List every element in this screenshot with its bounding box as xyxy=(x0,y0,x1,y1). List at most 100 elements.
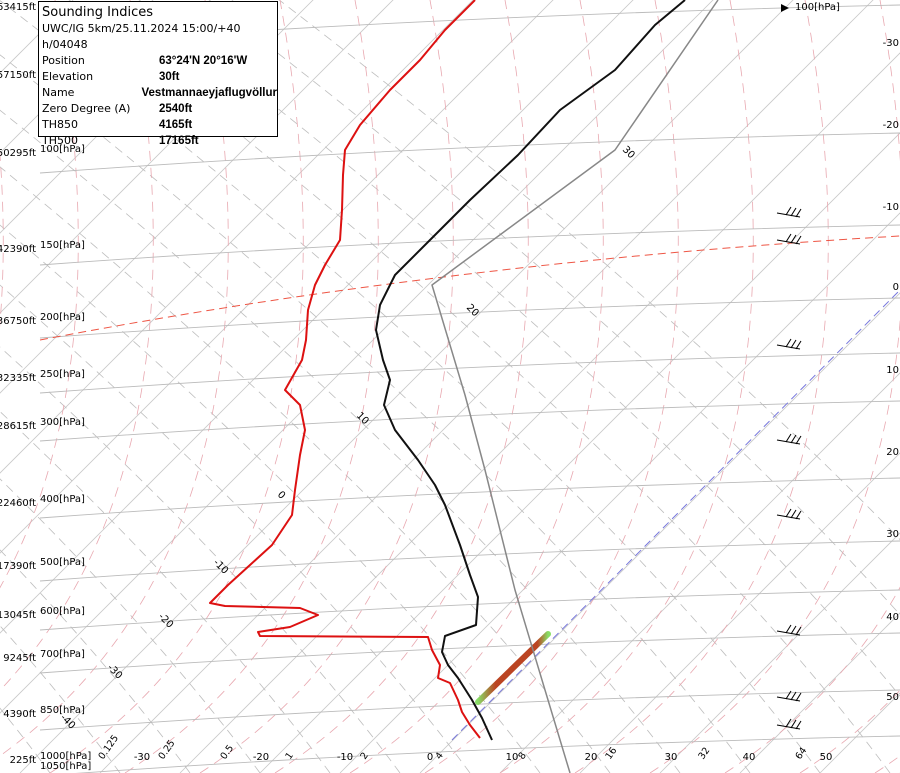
info-row-th500: TH500 17165ft xyxy=(42,133,277,149)
isobar-line xyxy=(39,132,900,174)
wind-barb-feather xyxy=(795,692,802,702)
right-temperature-tick: -10 xyxy=(883,202,899,213)
height-label: 32335ft xyxy=(0,373,36,384)
height-label: 50295ft xyxy=(0,148,36,159)
isotherm-line xyxy=(0,0,554,554)
mixing-ratio-tick: 2 xyxy=(358,750,370,761)
pressure-label: 250[hPa] xyxy=(40,369,85,380)
moist-adiabat xyxy=(274,0,529,773)
isotherm-line xyxy=(659,532,900,773)
temperature-tick: 30 xyxy=(665,752,678,763)
wind-barb-feather xyxy=(795,340,802,350)
parcel-line xyxy=(431,0,719,773)
moist-adiabat xyxy=(874,755,900,773)
moist-adiabat xyxy=(574,0,829,773)
isobar-line xyxy=(39,400,900,442)
info-row-th850: TH850 4165ft xyxy=(42,117,277,133)
dewpoint_profile-line xyxy=(375,0,686,741)
isotherm-line xyxy=(19,0,794,773)
pressure-label: 1050[hPa] xyxy=(40,761,91,772)
moist-adiabat xyxy=(424,0,679,773)
info-label: Position xyxy=(42,54,85,67)
wind-barb-feather xyxy=(785,433,792,443)
mixing-ratio-tick: 32 xyxy=(696,746,712,762)
isotherm-label: -20 xyxy=(156,611,175,630)
temperature-tick: -10 xyxy=(337,752,353,763)
height-label: 57150ft xyxy=(0,70,36,81)
mixing-ratio-tick: 64 xyxy=(793,746,809,762)
zero-isotherm-line xyxy=(39,235,900,341)
info-value: 2540ft xyxy=(159,103,193,115)
temperature-tick: 0 xyxy=(427,752,433,763)
isotherm-line xyxy=(499,372,900,773)
isotherm-line xyxy=(739,612,900,773)
pressure-label: 300[hPa] xyxy=(40,417,85,428)
wind-barb-feather xyxy=(795,435,802,445)
dry-adiabat xyxy=(0,625,121,773)
isobar-lines xyxy=(39,4,900,773)
info-value: Vestmannaeyjaflugvöllur xyxy=(141,87,278,99)
height-label: 17390ft xyxy=(0,561,36,572)
wind-barb-feather xyxy=(785,718,792,728)
right-temperature-tick: 0 xyxy=(893,282,899,293)
height-label: 225ft xyxy=(10,755,36,766)
isotherm-line xyxy=(819,692,900,773)
info-label: Elevation xyxy=(42,70,94,83)
isobar-line xyxy=(39,589,900,631)
mixing-ratio-tick: 1 xyxy=(283,750,295,761)
right-temperature-tick: 50 xyxy=(886,692,899,703)
wind-barb xyxy=(776,624,802,636)
wind-barb-feather xyxy=(785,206,792,216)
wind-flag-icon xyxy=(781,4,789,12)
info-label: Name xyxy=(42,86,75,99)
pressure-label: 700[hPa] xyxy=(40,649,85,660)
isotherm-line xyxy=(259,132,900,773)
pressure-label: 1000[hPa] xyxy=(40,751,91,762)
dry-adiabat xyxy=(138,0,900,697)
info-label: TH500 xyxy=(42,134,78,147)
wind-barb-feather xyxy=(785,508,792,518)
wind-barb-feather xyxy=(795,235,802,245)
right-temperature-tick: 40 xyxy=(886,612,899,623)
wind-barb-feather xyxy=(795,720,802,730)
isotherm-label: -10 xyxy=(211,557,230,576)
mixing-ratio-tick: 8 xyxy=(516,750,528,761)
wind-barb xyxy=(776,233,802,245)
temperature-tick: -20 xyxy=(253,752,269,763)
lifted-band-segment xyxy=(475,631,551,705)
info-row-elevation: Elevation 30ft xyxy=(42,69,277,85)
pressure-label: 500[hPa] xyxy=(40,557,85,568)
temperature-line xyxy=(209,0,481,739)
mixing-ratio-tick: 4 xyxy=(433,750,445,761)
info-title: Sounding Indices xyxy=(42,5,154,20)
info-label: TH850 xyxy=(42,118,78,131)
right-temperature-tick: 20 xyxy=(886,447,899,458)
wind-barb-feather xyxy=(795,626,802,636)
isotherm-line xyxy=(0,0,314,314)
wind-barb xyxy=(776,206,802,218)
info-value: 63°24'N 20°16'W xyxy=(159,55,248,67)
height-label: 4390ft xyxy=(3,709,36,720)
isobar-line xyxy=(39,540,900,582)
height-label: 13045ft xyxy=(0,610,36,621)
dry-adiabat xyxy=(0,549,191,773)
info-row-zero-degree: Zero Degree (A) 2540ft xyxy=(42,101,277,117)
pressure-label: 850[hPa] xyxy=(40,705,85,716)
sounding-indices-box: Sounding Indices UWC/IG 5km/25.11.2024 1… xyxy=(38,1,278,147)
pressure-label: 100[hPa] xyxy=(40,144,85,155)
moist-adiabat xyxy=(0,0,154,691)
isotherm-line xyxy=(0,0,634,634)
wind-barb xyxy=(776,433,802,445)
wind-barb-feather xyxy=(795,510,802,520)
dry-adiabat xyxy=(0,109,681,773)
moist-adiabat xyxy=(349,0,604,773)
isotherm-line xyxy=(0,0,394,394)
dry-adiabat xyxy=(0,284,471,773)
temperature-tick: 40 xyxy=(743,752,756,763)
isotherm-line xyxy=(419,292,900,773)
pressure-label: 200[hPa] xyxy=(40,312,85,323)
dry-adiabat xyxy=(0,224,541,773)
dry-adiabat xyxy=(0,166,611,773)
